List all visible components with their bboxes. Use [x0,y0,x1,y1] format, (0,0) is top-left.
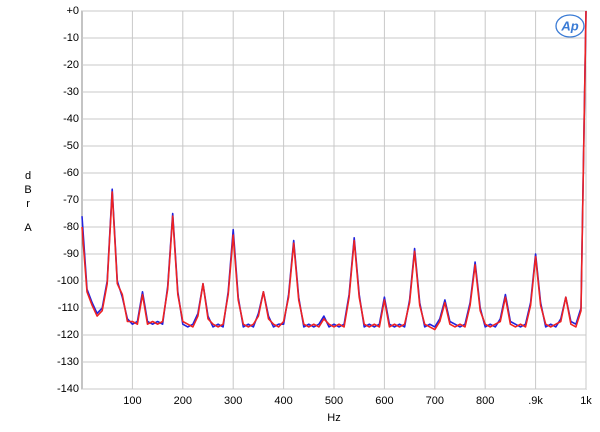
y-tick-label: -50 [63,140,79,152]
y-tick-label: -100 [57,275,79,287]
y-axis-label: dBr [22,170,34,212]
x-tick-label: 400 [274,395,292,407]
y-tick-label: -60 [63,167,79,179]
x-tick-label: 700 [426,395,444,407]
y-tick-label: -30 [63,86,79,98]
y-tick-label: -140 [57,383,79,395]
x-tick-label: 600 [375,395,393,407]
y-tick-label: -80 [63,221,79,233]
y-tick-label: -10 [63,32,79,44]
x-axis-label: Hz [327,412,340,424]
logo: Ap [560,18,578,33]
x-tick-label: 100 [123,395,141,407]
x-tick-label: 300 [224,395,242,407]
x-tick-label: 800 [476,395,494,407]
x-tick-label: 1k [580,395,592,407]
series-line [81,10,587,331]
y-tick-label: -20 [63,59,79,71]
x-tick-label: 200 [174,395,192,407]
x-tick-label: 500 [325,395,343,407]
x-tick-label: .9k [528,395,543,407]
y-axis-label: A [24,222,32,234]
y-tick-label: +0 [66,5,79,17]
y-tick-label: -70 [63,194,79,206]
logo-ring [555,14,585,38]
y-tick-label: -130 [57,356,79,368]
y-tick-label: -90 [63,248,79,260]
y-tick-label: -110 [58,302,79,314]
y-tick-label: -40 [63,113,79,125]
y-tick-label: -120 [57,329,79,341]
